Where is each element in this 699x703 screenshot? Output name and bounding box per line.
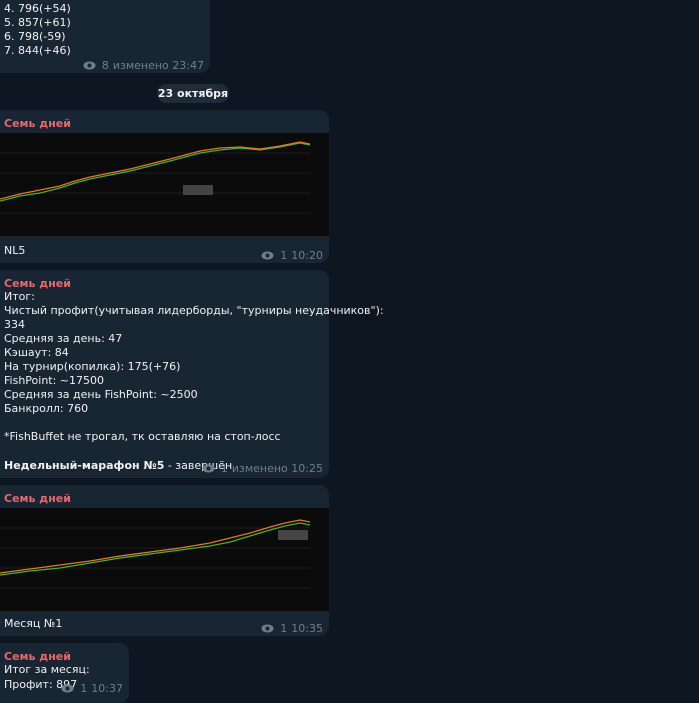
views: 1 bbox=[80, 682, 88, 695]
text: Средняя за день: 47 bbox=[4, 332, 123, 345]
time: изменено 23:47 bbox=[112, 59, 204, 72]
author: Семь дней bbox=[4, 650, 71, 663]
text: 6. 798(-59) bbox=[4, 30, 66, 43]
views-icon bbox=[261, 251, 274, 260]
views-icon bbox=[202, 464, 215, 473]
meta: 1 10:35 bbox=[261, 622, 323, 635]
caption: Месяц №1 bbox=[4, 617, 63, 630]
text: *FishBuffet не трогал, тк оставляю на ст… bbox=[4, 430, 281, 443]
message: Семь дней NL5 1 10:20 bbox=[0, 110, 329, 263]
author: Семь дней bbox=[4, 277, 71, 290]
author: Семь дней bbox=[4, 117, 71, 130]
message: 4. 796(+54) 5. 857(+61) 6. 798(-59) 7. 8… bbox=[0, 0, 210, 73]
text: Недельный-марафон №5 - завершён bbox=[4, 459, 232, 473]
views-icon bbox=[261, 624, 274, 633]
caption: NL5 bbox=[4, 244, 26, 257]
meta: 8 изменено 23:47 bbox=[83, 59, 204, 72]
time: 10:20 bbox=[291, 249, 323, 262]
time: 10:35 bbox=[291, 622, 323, 635]
text: - завершён bbox=[164, 459, 233, 472]
text: Итог за месяц: bbox=[4, 663, 90, 676]
date-pill: 23 октября bbox=[157, 84, 229, 103]
text: Средняя за день FishPoint: ~2500 bbox=[4, 388, 198, 401]
message: Семь дней Итог: Чистый профит(учитывая ли… bbox=[0, 270, 384, 478]
text: 7. 844(+46) bbox=[4, 44, 71, 57]
text: Профит: 897 bbox=[4, 678, 78, 691]
text: FishPoint: ~17500 bbox=[4, 374, 105, 387]
text: Банкролл: 760 bbox=[4, 402, 89, 415]
time: 10:37 bbox=[91, 682, 123, 695]
meta: 1 10:20 bbox=[261, 249, 323, 262]
views-icon bbox=[83, 61, 96, 70]
chart-image bbox=[0, 508, 329, 611]
text: 334 bbox=[4, 318, 25, 331]
meta: 1 10:37 bbox=[61, 682, 123, 695]
text: На турнир(копилка): 175(+76) bbox=[4, 360, 181, 373]
text: 5. 857(+61) bbox=[4, 16, 71, 29]
bold-text: Недельный-марафон №5 bbox=[4, 459, 165, 472]
text: 4. 796(+54) bbox=[4, 2, 71, 15]
author: Семь дней bbox=[4, 492, 71, 505]
views: 1 bbox=[280, 622, 288, 635]
views: 1 bbox=[220, 462, 228, 475]
message: Семь дней Месяц №1 1 10:35 bbox=[0, 485, 329, 636]
views: 8 bbox=[101, 59, 109, 72]
chart-image bbox=[0, 133, 329, 238]
time: изменено 10:25 bbox=[231, 462, 323, 475]
text: Итог: bbox=[4, 290, 35, 303]
text: Чистый профит(учитывая лидерборды, "турн… bbox=[4, 304, 384, 317]
message: Семь дней Итог за месяц: Профит: 897 1 10… bbox=[0, 643, 129, 703]
meta: 1 изменено 10:25 bbox=[202, 462, 323, 475]
views-icon bbox=[61, 684, 74, 693]
views: 1 bbox=[280, 249, 288, 262]
text: Кэшаут: 84 bbox=[4, 346, 69, 359]
